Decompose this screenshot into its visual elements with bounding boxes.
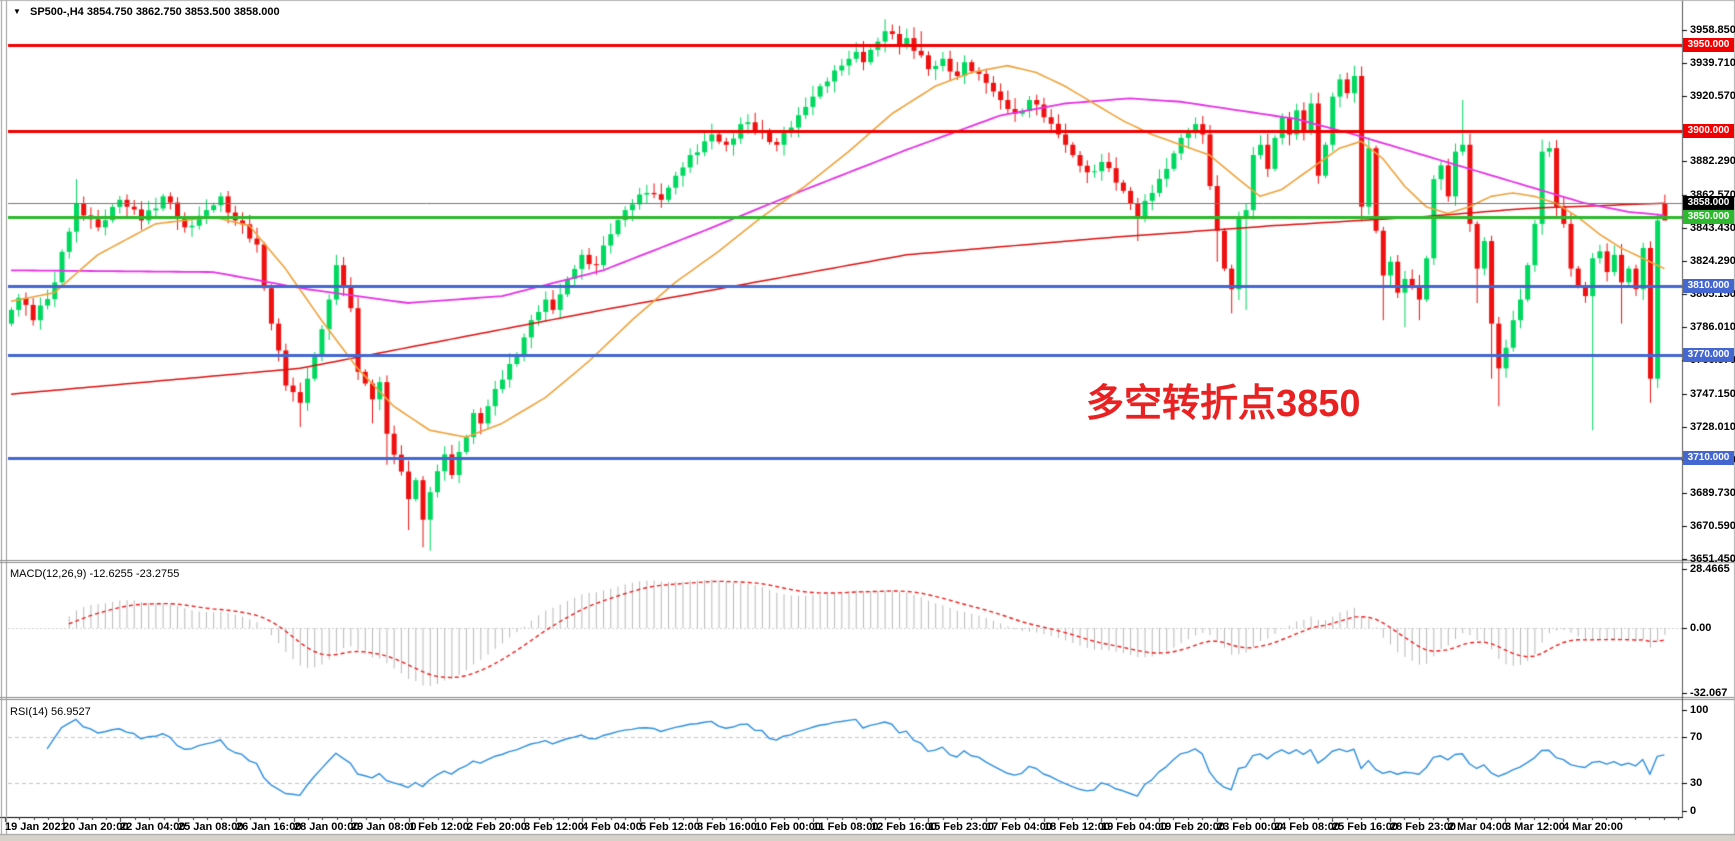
time-axis-label: 12 Feb 16:00 [871, 821, 938, 833]
time-axis-label: 22 Jan 04:00 [120, 821, 186, 833]
time-axis-label: 4 Feb 04:00 [582, 821, 642, 833]
price-tick-label: 3728.010 [1690, 420, 1735, 433]
price-tick-label: 3939.710 [1690, 56, 1735, 69]
time-axis-label: 2 Mar 04:00 [1448, 821, 1508, 833]
time-axis-label: 2 Feb 20:00 [467, 821, 527, 833]
time-axis-label: 25 Jan 08:00 [178, 821, 244, 833]
macd-tick-label: 28.4665 [1690, 563, 1730, 575]
macd-indicator-label: MACD(12,26,9) -12.6255 -23.2755 [10, 568, 180, 580]
time-axis-label: 15 Feb 23:00 [928, 821, 995, 833]
time-axis-label: 26 Jan 16:00 [236, 821, 302, 833]
low-value: 3853.500 [184, 6, 231, 18]
open-value: 3854.750 [86, 6, 133, 18]
time-axis-label: 4 Mar 20:00 [1563, 821, 1623, 833]
high-value: 3862.750 [135, 6, 182, 18]
symbol-timeframe: SP500-,H4 [29, 6, 84, 18]
time-axis-label: 29 Jan 08:00 [351, 821, 417, 833]
time-axis-label: 11 Feb 08:00 [813, 821, 879, 833]
macd-tick-label: -32.067 [1690, 687, 1728, 699]
price-tick-label: 3958.850 [1690, 23, 1735, 36]
macd-tick-label: 0.00 [1690, 622, 1712, 634]
time-axis-label: 3 Feb 12:00 [524, 821, 584, 833]
rsi-tick-label: 0 [1690, 805, 1697, 817]
collapse-arrow-icon[interactable]: ▼ [13, 7, 21, 16]
price-tick-label: 3651.450 [1690, 552, 1735, 565]
price-tag-3858.000: 3858.000 [1683, 196, 1734, 211]
time-axis-label: 28 Jan 00:00 [294, 821, 360, 833]
price-tag-3900.000: 3900.000 [1683, 124, 1734, 138]
chart-text-annotation[interactable]: 多空转折点3850 [1086, 383, 1361, 425]
price-tick-label: 3843.430 [1690, 222, 1735, 235]
time-axis-label: 3 Mar 12:00 [1505, 821, 1565, 833]
rsi-indicator-label: RSI(14) 56.9527 [10, 706, 91, 718]
time-axis-label: 1 Feb 12:00 [409, 821, 469, 833]
time-axis-label: 18 Feb 12:00 [1044, 821, 1111, 833]
price-tick-label: 3920.570 [1690, 89, 1735, 102]
price-tick-label: 3882.290 [1690, 155, 1735, 168]
price-tick-label: 3670.590 [1690, 519, 1735, 532]
time-axis-label: 24 Feb 08:00 [1274, 821, 1341, 833]
rsi-tick-label: 30 [1690, 777, 1703, 789]
price-tag-3710.000: 3710.000 [1683, 450, 1734, 465]
time-axis-label: 8 Feb 16:00 [697, 821, 757, 833]
price-tick-label: 3747.150 [1690, 387, 1735, 400]
time-axis-label: 17 Feb 04:00 [986, 821, 1053, 833]
time-axis-label: 10 Feb 00:00 [755, 821, 822, 833]
price-tick-label: 3786.010 [1690, 321, 1735, 334]
close-value: 3858.000 [233, 6, 280, 18]
price-tag-3810.000: 3810.000 [1683, 278, 1734, 293]
time-axis-label: 28 Feb 23:00 [1390, 821, 1457, 833]
rsi-tick-label: 70 [1690, 731, 1703, 743]
time-axis-label: 23 Feb 00:00 [1217, 821, 1284, 833]
time-axis-label: 19 Feb 04:00 [1101, 821, 1168, 833]
rsi-tick-label: 100 [1690, 704, 1709, 716]
time-axis-label: 5 Feb 12:00 [640, 821, 700, 833]
time-axis-label: 25 Feb 16:00 [1332, 821, 1399, 833]
price-tag-3950.000: 3950.000 [1683, 38, 1734, 52]
time-axis-label: 19 Feb 20:00 [1159, 821, 1226, 833]
price-tick-label: 3689.730 [1690, 486, 1735, 499]
price-tick-label: 3824.290 [1690, 255, 1735, 268]
time-axis-label: 19 Jan 2021 [5, 821, 67, 833]
price-tag-3770.000: 3770.000 [1683, 347, 1734, 362]
price-tag-3850.000: 3850.000 [1683, 209, 1734, 224]
time-axis-label: 20 Jan 20:00 [63, 821, 129, 833]
symbol-readout: ▼ SP500-,H4 3854.750 3862.750 3853.500 3… [13, 6, 280, 18]
